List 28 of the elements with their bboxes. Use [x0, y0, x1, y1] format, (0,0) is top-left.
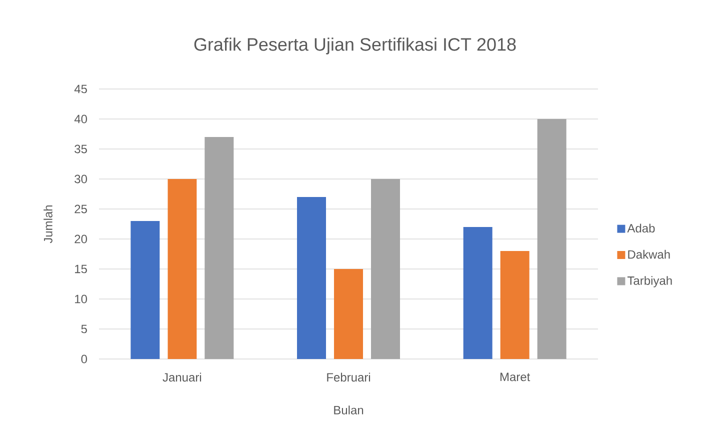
- bar: [297, 197, 326, 359]
- x-axis-title: Bulan: [334, 406, 364, 414]
- legend-label: Tarbiyah: [627, 276, 672, 288]
- bar: [463, 227, 492, 359]
- y-tick-label: 5: [81, 324, 87, 334]
- legend-label: Adab: [627, 224, 655, 233]
- bar: [537, 119, 566, 359]
- y-tick-label: 30: [74, 174, 88, 184]
- y-axis-title: Jumlah: [44, 205, 52, 244]
- bar: [130, 221, 160, 359]
- x-tick-label: Februari: [327, 372, 370, 382]
- y-tick-label: 35: [74, 144, 87, 154]
- legend-label: Dakwah: [628, 250, 670, 259]
- y-tick-label: 40: [74, 114, 88, 124]
- y-tick-label: 20: [74, 234, 88, 244]
- y-tick-label: 10: [75, 294, 88, 304]
- bar: [371, 179, 400, 359]
- bar: [500, 251, 530, 359]
- bar: [168, 179, 197, 359]
- y-tick-label: 0: [81, 354, 88, 364]
- x-tick-label: Maret: [500, 372, 530, 382]
- y-tick-label: 45: [74, 84, 87, 94]
- y-tick-label: 15: [75, 264, 87, 274]
- x-tick-label: Januari: [162, 372, 202, 382]
- bar: [334, 269, 364, 359]
- y-tick-label: 25: [74, 204, 87, 214]
- chart-title: Grafik Peserta Ujian Sertifikasi ICT 2018: [194, 38, 516, 54]
- bar: [204, 137, 234, 359]
